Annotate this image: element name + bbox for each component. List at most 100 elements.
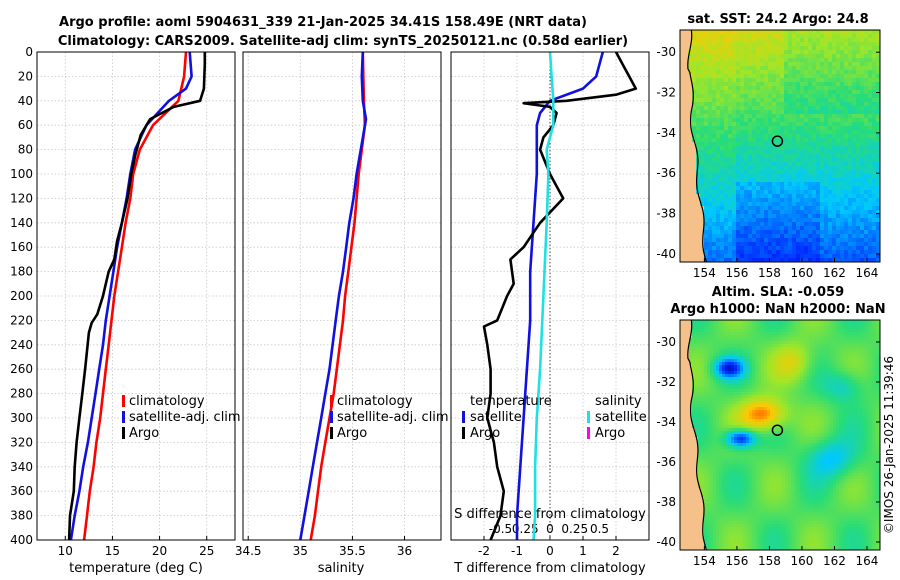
- map-cell: [744, 86, 749, 91]
- map-cell: [684, 38, 689, 43]
- map-cell: [788, 389, 792, 393]
- map-cell: [740, 383, 744, 387]
- y-tick-label: 120: [10, 191, 33, 205]
- map-cell: [868, 42, 873, 47]
- map-cell: [812, 242, 817, 247]
- map-cell: [824, 30, 829, 35]
- map-cell: [692, 186, 697, 191]
- map-cell: [696, 74, 701, 79]
- map-cell: [788, 392, 792, 396]
- map-cell: [842, 374, 846, 378]
- map-cell: [824, 158, 829, 163]
- map-cell: [758, 335, 762, 339]
- map-cell: [716, 347, 720, 351]
- map-cell: [868, 254, 873, 259]
- map-cell: [821, 329, 825, 333]
- map-cell: [749, 329, 753, 333]
- map-cell: [844, 182, 849, 187]
- map-cell: [698, 338, 702, 342]
- map-cell: [712, 138, 717, 143]
- map-cell: [752, 353, 756, 357]
- map-cell: [800, 323, 804, 327]
- map-cell: [876, 126, 880, 131]
- map-cell: [710, 353, 714, 357]
- map-cell: [764, 102, 769, 107]
- map-cell: [773, 365, 777, 369]
- map-cell: [764, 118, 769, 123]
- map-cell: [848, 54, 853, 59]
- map-cell: [872, 246, 877, 251]
- map-cell: [716, 368, 720, 372]
- map-cell: [836, 234, 841, 239]
- map-cell: [816, 170, 821, 175]
- map-cell: [816, 82, 821, 87]
- map-cell: [878, 341, 880, 345]
- map-cell: [768, 218, 773, 223]
- map-cell: [830, 359, 834, 363]
- map-cell: [851, 338, 855, 342]
- map-cell: [732, 38, 737, 43]
- map-cell: [732, 194, 737, 199]
- map-cell: [876, 102, 880, 107]
- map-cell: [860, 371, 864, 375]
- map-cell: [832, 182, 837, 187]
- map-cell: [749, 398, 753, 402]
- map-cell: [848, 371, 852, 375]
- map-cell: [864, 54, 869, 59]
- map-cell: [760, 210, 765, 215]
- map-cell: [731, 341, 735, 345]
- map-cell: [744, 62, 749, 67]
- map-cell: [760, 174, 765, 179]
- map-cell: [844, 158, 849, 163]
- map-cell: [797, 377, 801, 381]
- map-cell: [818, 350, 822, 354]
- map-cell: [686, 380, 690, 384]
- map-cell: [839, 350, 843, 354]
- map-cell: [836, 250, 841, 255]
- map-cell: [828, 130, 833, 135]
- map-cell: [815, 356, 819, 360]
- map-cell: [833, 332, 837, 336]
- map-cell: [680, 392, 684, 396]
- chart-title-line2: Climatology: CARS2009. Satellite-adj cli…: [58, 34, 628, 49]
- map-cell: [698, 362, 702, 366]
- map-cell: [746, 356, 750, 360]
- map-cell: [824, 206, 829, 211]
- map-cell: [680, 38, 685, 43]
- map-cell: [748, 86, 753, 91]
- map-cell: [827, 365, 831, 369]
- map-cell: [866, 344, 870, 348]
- map-cell: [779, 338, 783, 342]
- map-cell: [848, 106, 853, 111]
- map-cell: [796, 106, 801, 111]
- map-cell: [740, 404, 744, 408]
- map-cell: [845, 326, 849, 330]
- map-cell: [752, 198, 757, 203]
- map-cell: [720, 226, 725, 231]
- map-cell: [852, 234, 857, 239]
- map-cell: [857, 326, 861, 330]
- map-cell: [842, 323, 846, 327]
- map-cell: [804, 122, 809, 127]
- map-cell: [788, 70, 793, 75]
- map-cell: [752, 54, 757, 59]
- map-cell: [756, 242, 761, 247]
- map-cell: [816, 58, 821, 63]
- map-cell: [752, 389, 756, 393]
- map-cell: [725, 326, 729, 330]
- map-cell: [844, 226, 849, 231]
- map-cell: [720, 102, 725, 107]
- map-cell: [770, 359, 774, 363]
- map-cell: [804, 42, 809, 47]
- map-cell: [744, 158, 749, 163]
- map-cell: [736, 258, 741, 262]
- map-cell: [860, 206, 865, 211]
- map-cell: [851, 335, 855, 339]
- map-cell: [796, 230, 801, 235]
- map-cell: [828, 134, 833, 139]
- map-cell: [752, 166, 757, 171]
- map-cell: [740, 202, 745, 207]
- map-cell: [812, 78, 817, 83]
- map-cell: [842, 338, 846, 342]
- map-cell: [684, 86, 689, 91]
